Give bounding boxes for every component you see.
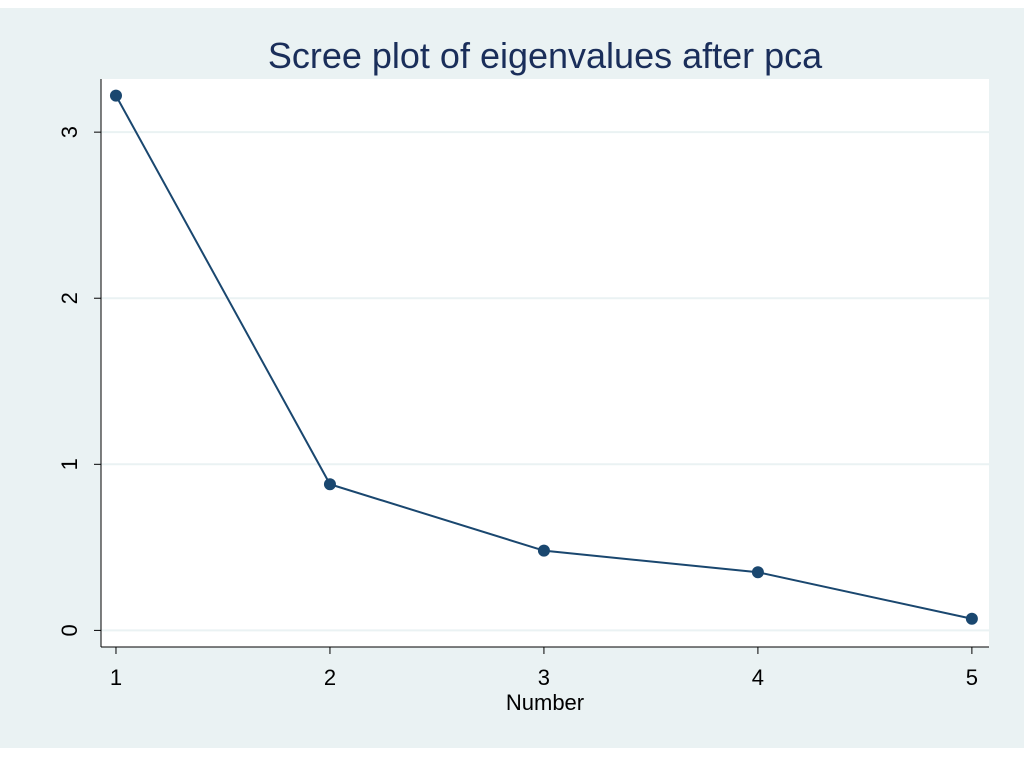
x-tick-label-1: 1 [110, 665, 122, 690]
x-axis-ticks: 1 2 3 4 5 [110, 647, 978, 690]
chart-title: Scree plot of eigenvalues after pca [268, 35, 823, 76]
x-tick-label-4: 4 [752, 665, 764, 690]
y-axis-ticks: 0 1 2 3 [57, 126, 101, 637]
y-tick-label-0: 0 [57, 624, 82, 636]
series-group [109, 89, 978, 625]
y-tick-label-1: 1 [57, 458, 82, 470]
plot-area [101, 79, 989, 647]
y-tick-label-2: 2 [57, 292, 82, 304]
x-tick-label-3: 3 [538, 665, 550, 690]
x-tick-label-2: 2 [324, 665, 336, 690]
x-axis-title: Number [506, 690, 584, 715]
data-point-4 [751, 566, 764, 579]
x-tick-label-5: 5 [966, 665, 978, 690]
data-point-1 [109, 89, 122, 102]
data-point-2 [323, 478, 336, 491]
data-point-5 [965, 612, 978, 625]
data-point-3 [537, 544, 550, 557]
grid-lines [101, 131, 989, 632]
y-tick-label-3: 3 [57, 126, 82, 138]
